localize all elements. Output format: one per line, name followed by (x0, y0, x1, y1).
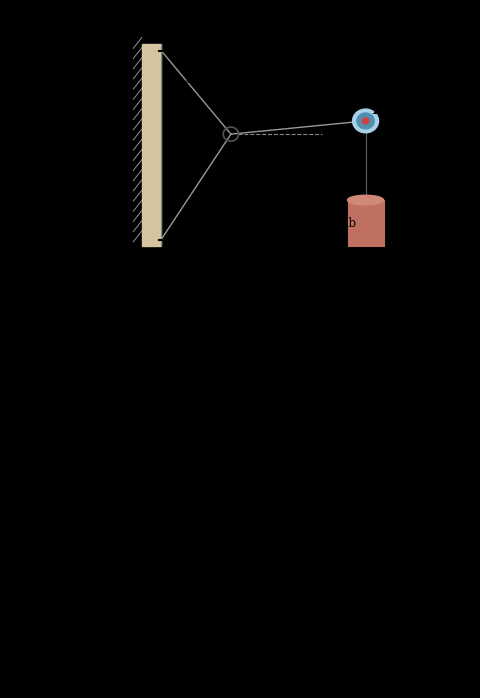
Text: C: C (227, 112, 237, 125)
Text: B: B (167, 241, 177, 253)
Text: Figure 2-1: Figure 2-1 (207, 417, 273, 430)
Text: cables ​AC​ and ​BC​ caused by the weight of the 65-lb cylinder.: cables ​AC​ and ​BC​ caused by the weigh… (10, 24, 444, 37)
Text: 30°: 30° (171, 192, 191, 202)
Text: 45°: 45° (171, 80, 191, 90)
Text: D: D (372, 104, 383, 117)
Text: 65 lb: 65 lb (325, 216, 355, 230)
Bar (142, 44, 161, 246)
Text: 1.   In Figure 2-1, three cables are joined at the junction ring C. Determine th: 1. In Figure 2-1, three cables are joine… (10, 11, 480, 24)
Circle shape (361, 118, 368, 124)
Text: A: A (167, 34, 176, 47)
Text: 15°: 15° (266, 121, 286, 131)
Circle shape (352, 109, 378, 133)
Bar (347, 200, 383, 246)
Ellipse shape (347, 195, 383, 205)
Circle shape (356, 113, 373, 129)
